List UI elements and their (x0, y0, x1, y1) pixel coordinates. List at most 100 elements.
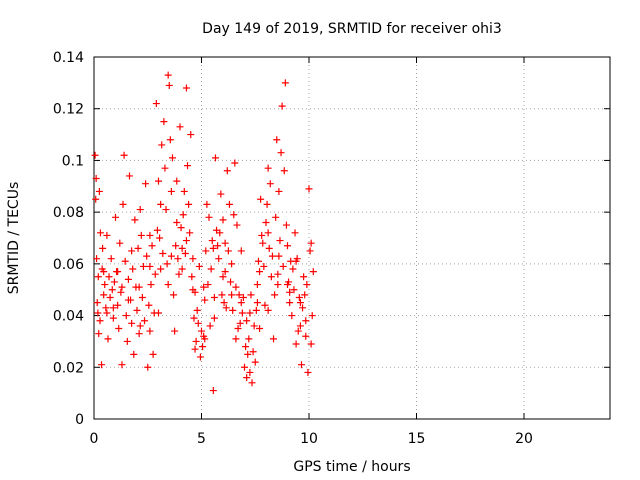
data-point (302, 317, 310, 325)
data-point (284, 242, 291, 250)
data-point (147, 281, 155, 289)
data-point (291, 229, 299, 237)
data-point (245, 335, 253, 343)
data-point (148, 242, 156, 250)
data-point (160, 118, 168, 126)
data-point (101, 281, 109, 289)
data-point (130, 350, 138, 358)
data-point (92, 195, 100, 203)
data-point (184, 162, 192, 170)
data-point (152, 100, 160, 108)
data-point (308, 312, 316, 320)
data-point (151, 270, 159, 278)
data-point (138, 293, 146, 301)
data-point (105, 273, 113, 281)
data-point (307, 239, 315, 247)
data-point (235, 291, 243, 299)
grid-lines (94, 57, 610, 419)
data-point (117, 288, 125, 296)
data-point (275, 187, 283, 195)
data-point (249, 348, 257, 356)
data-point (232, 335, 240, 343)
data-point (195, 262, 203, 270)
data-point (259, 239, 267, 247)
data-point (250, 322, 258, 330)
data-point (102, 304, 110, 312)
data-point (280, 167, 288, 175)
data-point (254, 257, 262, 265)
data-point (201, 296, 209, 304)
data-point (116, 239, 124, 247)
data-point (286, 288, 294, 296)
data-point (252, 306, 260, 314)
data-point (146, 327, 154, 335)
data-point (92, 175, 100, 183)
data-point (179, 211, 187, 219)
data-point (292, 257, 300, 265)
data-point (162, 206, 170, 214)
data-point (125, 172, 133, 180)
data-point (264, 306, 272, 314)
data-point (133, 306, 141, 314)
data-point (234, 325, 242, 332)
data-point (228, 291, 236, 299)
data-point (157, 200, 165, 208)
data-point (219, 216, 227, 224)
data-point (115, 325, 123, 332)
data-point (142, 180, 150, 188)
data-point (253, 281, 261, 289)
data-point (290, 286, 298, 294)
data-point (135, 283, 143, 291)
data-point (274, 281, 282, 289)
data-point (275, 252, 283, 260)
data-point (93, 299, 101, 307)
data-point (178, 265, 186, 273)
data-point (192, 337, 200, 345)
data-point (112, 213, 119, 221)
data-point (95, 330, 103, 338)
data-point (268, 252, 276, 260)
y-tick-label: 0.02 (53, 360, 84, 376)
x-tick-label: 10 (300, 431, 318, 447)
data-point (221, 268, 229, 276)
x-tick-label: 0 (90, 431, 99, 447)
data-point (288, 312, 296, 320)
data-point (225, 200, 233, 208)
data-point (300, 273, 308, 281)
data-point (177, 224, 185, 232)
data-point (238, 309, 246, 317)
data-point (118, 283, 126, 291)
data-point (209, 244, 217, 252)
data-point (237, 247, 245, 255)
data-point (294, 327, 302, 335)
data-point (141, 317, 149, 325)
y-tick-label: 0.1 (62, 153, 84, 169)
data-point (129, 265, 137, 273)
data-point (218, 291, 226, 299)
x-tick-label: 5 (197, 431, 206, 447)
data-point (182, 84, 190, 92)
data-point (248, 379, 256, 387)
data-point (91, 151, 99, 159)
data-point (172, 242, 180, 250)
data-point (161, 164, 169, 172)
data-point (124, 296, 132, 304)
data-point (174, 255, 182, 263)
data-point (306, 247, 314, 255)
data-point (264, 229, 272, 237)
data-point (208, 237, 216, 245)
data-point (307, 340, 315, 348)
data-point (158, 141, 166, 149)
data-point (230, 211, 238, 219)
data-point (309, 268, 317, 276)
data-point (187, 131, 195, 139)
y-axis-label: SRMTID / TECUs (6, 182, 22, 295)
data-point (193, 306, 201, 314)
data-point (274, 270, 282, 278)
data-point (276, 237, 284, 245)
data-point (156, 234, 164, 242)
data-point (153, 226, 161, 234)
data-point (181, 250, 189, 258)
data-point (246, 368, 254, 376)
